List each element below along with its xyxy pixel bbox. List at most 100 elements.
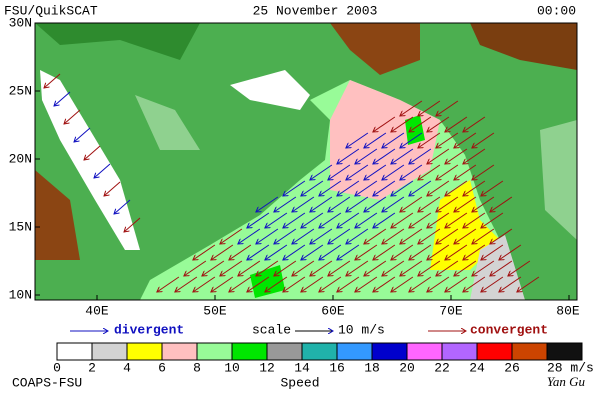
lat-label: 15N — [9, 219, 32, 234]
map-frame — [34, 22, 578, 301]
wind-arrow — [220, 260, 243, 276]
wind-arrow — [84, 145, 101, 160]
wind-arrow — [481, 180, 504, 196]
wind-arrow — [346, 228, 369, 244]
wind-arrow — [301, 180, 324, 196]
wind-arrow — [229, 244, 252, 260]
wind-arrow — [364, 132, 387, 148]
wind-arrow — [463, 148, 486, 164]
lon-label: 40E — [85, 303, 109, 318]
wind-arrow — [391, 180, 414, 196]
wind-arrow — [499, 276, 522, 292]
colorbar-swatch — [196, 342, 233, 361]
lat-label: 20N — [9, 151, 32, 166]
colorbar-label: 6 — [158, 360, 166, 375]
wind-arrow — [400, 228, 423, 244]
wind-arrow — [301, 244, 324, 260]
colorbar-label: 26 — [504, 360, 520, 375]
legend-divergent: divergent — [114, 322, 184, 337]
wind-arrow — [454, 196, 477, 212]
wind-arrow — [463, 244, 486, 260]
wind-arrow — [373, 148, 396, 164]
wind-arrow — [454, 228, 477, 244]
wind-arrow — [400, 164, 423, 180]
footer-left: COAPS-FSU — [12, 375, 82, 390]
wind-arrow — [463, 116, 486, 132]
wind-arrow — [310, 164, 333, 180]
wind-arrow — [409, 180, 432, 196]
wind-arrows — [44, 73, 540, 292]
wind-arrow — [328, 196, 351, 212]
colorbar-swatch — [56, 342, 93, 361]
colorbar-label: 0 — [53, 360, 61, 375]
wind-arrow — [283, 244, 306, 260]
colorbar-swatch — [266, 342, 303, 361]
wind-arrow — [418, 132, 441, 148]
wind-arrow — [310, 260, 333, 276]
lon-label: 70E — [439, 303, 463, 318]
colorbar-swatch — [476, 342, 513, 361]
wind-arrow — [472, 132, 495, 148]
colorbar-label: 28 m/s — [547, 360, 594, 375]
wind-arrow — [436, 100, 459, 116]
wind-arrow — [220, 228, 243, 244]
wind-arrow — [463, 276, 486, 292]
wind-arrow — [508, 260, 531, 276]
wind-arrow — [445, 244, 468, 260]
wind-arrow — [346, 132, 369, 148]
wind-arrow — [247, 244, 270, 260]
wind-arrow — [319, 212, 342, 228]
wind-arrow — [391, 244, 414, 260]
wind-arrow — [292, 260, 315, 276]
wind-arrow — [436, 260, 459, 276]
wind-arrow — [337, 180, 360, 196]
axes: 30N 25N 20N 15N 10N 40E 50E 60E 70E 80E — [9, 15, 580, 318]
land-light — [135, 95, 200, 150]
wind-arrow — [346, 196, 369, 212]
map — [35, 23, 577, 300]
wind-arrow — [436, 164, 459, 180]
header-center: 25 November 2003 — [253, 3, 378, 18]
wind-arrow — [490, 228, 513, 244]
lon-label: 50E — [203, 303, 227, 318]
lat-label: 30N — [9, 15, 32, 30]
wind-arrow — [238, 228, 261, 244]
wind-arrow — [301, 212, 324, 228]
wind-arrow — [382, 260, 405, 276]
wind-arrow — [472, 164, 495, 180]
wind-arrow — [454, 260, 477, 276]
colorbar-label: 10 — [224, 360, 240, 375]
wind-arrow — [445, 212, 468, 228]
wind-arrow — [104, 181, 121, 196]
wind-arrow — [454, 164, 477, 180]
wind-arrow — [184, 260, 207, 276]
wind-arrow — [436, 228, 459, 244]
colorbar-swatch — [126, 342, 163, 361]
wind-arrow — [319, 244, 342, 260]
wind-arrow — [445, 148, 468, 164]
colorbar-swatch — [161, 342, 198, 361]
wind-arrow — [265, 212, 288, 228]
wind-arrow — [409, 148, 432, 164]
wind-arrow — [409, 212, 432, 228]
wind-arrow — [490, 260, 513, 276]
wind-arrow — [427, 180, 450, 196]
colorbar-label: 8 — [193, 360, 201, 375]
wind-arrow — [400, 100, 423, 116]
wind-arrow — [124, 217, 141, 232]
wind-arrow — [472, 196, 495, 212]
colorbar-label: 18 — [364, 360, 380, 375]
wind-arrow — [517, 276, 540, 292]
wind-arrow — [382, 196, 405, 212]
wind-arrow — [364, 228, 387, 244]
wind-arrow — [337, 244, 360, 260]
lon-label: 60E — [321, 303, 345, 318]
wind-arrow — [418, 100, 441, 116]
mountain — [35, 170, 80, 260]
wind-arrow — [283, 180, 306, 196]
wind-arrow — [418, 164, 441, 180]
wind-arrow — [310, 196, 333, 212]
wind-arrow — [445, 276, 468, 292]
wind-arrow — [265, 276, 288, 292]
colorbar-title: Speed — [280, 375, 319, 390]
